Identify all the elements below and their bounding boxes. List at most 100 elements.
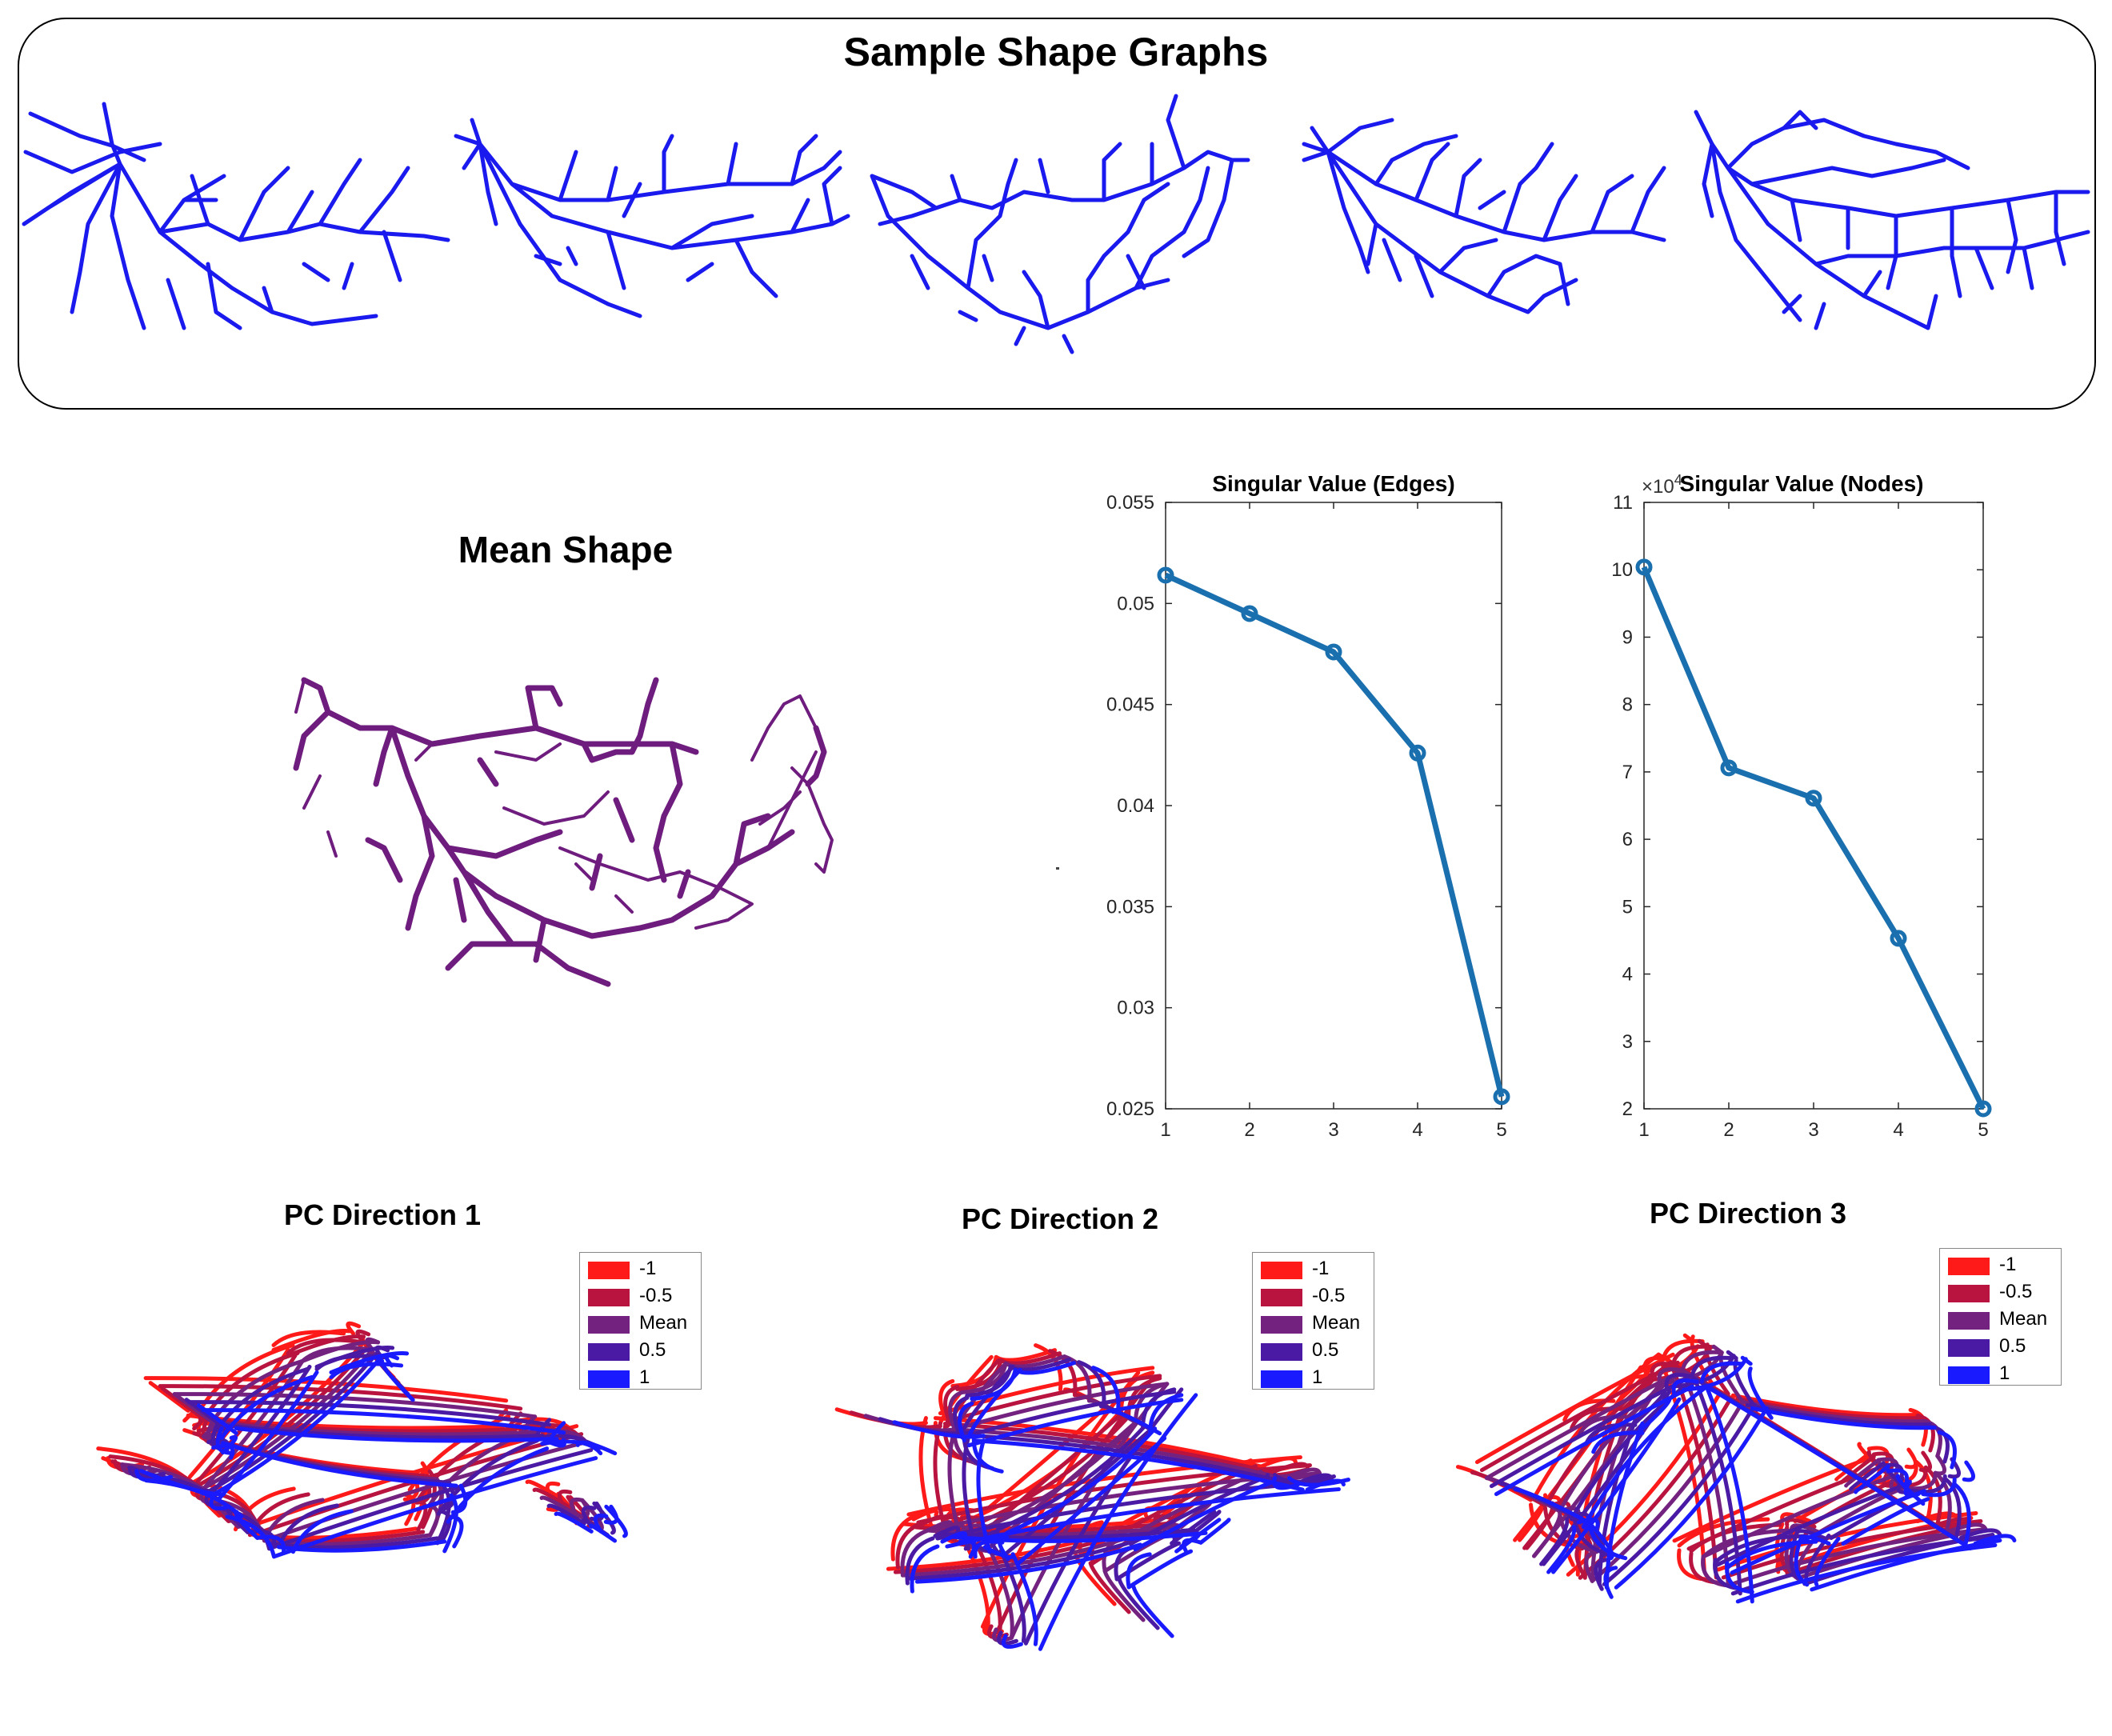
pc-curve bbox=[962, 1433, 1295, 1486]
legend-swatch-mean bbox=[1261, 1316, 1302, 1334]
pc-curve bbox=[1117, 1577, 1160, 1630]
pc-curve bbox=[269, 1536, 440, 1550]
legend-swatch-minus05 bbox=[1261, 1289, 1302, 1306]
pc-curve bbox=[1839, 1454, 1876, 1485]
pc-curve bbox=[1010, 1552, 1038, 1646]
pc-curve bbox=[900, 1536, 1128, 1578]
legend-swatch-plus05 bbox=[588, 1343, 630, 1361]
y-tick-label: 0.05 bbox=[1117, 593, 1154, 614]
y-tick-label: 6 bbox=[1622, 829, 1633, 850]
legend-label: 0.5 bbox=[1312, 1339, 1339, 1361]
pc-curve bbox=[1005, 1426, 1158, 1535]
pc-curve bbox=[1494, 1384, 1694, 1497]
pc-curve bbox=[1581, 1384, 1709, 1530]
pc-curve bbox=[546, 1503, 586, 1526]
x-tick-label: 2 bbox=[1723, 1119, 1734, 1141]
pc3-graph bbox=[1424, 1288, 2064, 1672]
pc-curve bbox=[234, 1426, 554, 1443]
sample-graph-1 bbox=[22, 102, 456, 336]
mean-shape-graph bbox=[272, 664, 864, 987]
pc-curve bbox=[1671, 1378, 1699, 1397]
pc-curve bbox=[1952, 1482, 1971, 1546]
sample-graph-5-svg bbox=[1694, 110, 2090, 330]
y-tick-label: 9 bbox=[1622, 626, 1633, 648]
legend-label: -0.5 bbox=[639, 1285, 673, 1306]
pc-curve bbox=[346, 1321, 362, 1336]
pc-curve bbox=[976, 1438, 992, 1554]
legend-swatch-mean bbox=[588, 1316, 630, 1334]
pc-curve bbox=[1557, 1509, 1599, 1554]
pc2-graph bbox=[736, 1296, 1392, 1696]
legend-swatch-minus05 bbox=[588, 1289, 630, 1306]
pc-curve bbox=[1886, 1468, 1910, 1489]
pc-curve bbox=[1621, 1373, 1658, 1411]
pc-curve bbox=[525, 1479, 565, 1502]
stray-dot bbox=[1056, 867, 1059, 870]
pc-curve bbox=[1198, 1518, 1231, 1545]
pc-curve bbox=[992, 1627, 1014, 1642]
pc-curve bbox=[1131, 1585, 1174, 1638]
legend-label: 1 bbox=[1312, 1366, 1323, 1388]
pc-curve bbox=[187, 1347, 290, 1479]
pc-curve bbox=[998, 1549, 1026, 1643]
pc-curve bbox=[1015, 1436, 1167, 1566]
legend-label: -0.5 bbox=[1312, 1285, 1346, 1306]
pc-curve bbox=[1532, 1381, 1662, 1558]
pc-curve bbox=[1664, 1373, 1692, 1391]
sample-graph-4-svg bbox=[1302, 118, 1666, 314]
data-point bbox=[1974, 1100, 1992, 1118]
pc2-title: PC Direction 2 bbox=[961, 1202, 1159, 1235]
pc-curve bbox=[1091, 1366, 1121, 1414]
pc-curve bbox=[215, 1426, 234, 1455]
y-tick-label: 10 bbox=[1611, 559, 1633, 581]
pc-curve bbox=[139, 1469, 226, 1497]
pc-curve bbox=[910, 1544, 940, 1594]
y-tick-label: 0.025 bbox=[1106, 1098, 1154, 1120]
pc-curve bbox=[1110, 1410, 1162, 1436]
pc-curve bbox=[895, 1520, 926, 1570]
pc-curve bbox=[604, 1504, 628, 1538]
sample-graph-1-svg bbox=[22, 102, 450, 330]
pc-curve bbox=[1518, 1493, 1548, 1542]
pc-curve bbox=[271, 1456, 598, 1559]
pc3-legend: -1 -0.5 Mean 0.5 1 bbox=[1939, 1248, 2062, 1386]
pc-curve bbox=[184, 1398, 226, 1430]
nodes-chart-svg: Singular Value (Nodes) ×104 1 2 3 4 52345678… bbox=[1611, 471, 1992, 1141]
pc-curve bbox=[976, 1417, 1129, 1526]
y-tick-label: 0.035 bbox=[1106, 896, 1154, 918]
pc-curve bbox=[1745, 1402, 1932, 1427]
pc-curve bbox=[1849, 1461, 1886, 1491]
y-tick-label: 4 bbox=[1622, 964, 1633, 986]
pc-curve bbox=[1701, 1473, 1898, 1559]
pc-curve bbox=[986, 1546, 1014, 1640]
pc-curve bbox=[1844, 1458, 1881, 1488]
pc-curve bbox=[945, 1487, 1341, 1549]
x-tick-label: 1 bbox=[1160, 1119, 1170, 1141]
pc-curve bbox=[1616, 1365, 1653, 1403]
pc2-legend: -1 -0.5 Mean 0.5 1 bbox=[1252, 1252, 1374, 1390]
pc-curve bbox=[1692, 1376, 1742, 1596]
pc-curve bbox=[1657, 1367, 1685, 1386]
pc-curve bbox=[1904, 1447, 1918, 1470]
edges-chart-title: Singular Value (Edges) bbox=[1212, 471, 1454, 496]
pc2-svg bbox=[834, 1343, 1350, 1651]
mean-shape-title: Mean Shape bbox=[458, 529, 674, 570]
x-tick-label: 3 bbox=[1808, 1119, 1818, 1141]
pc-curve bbox=[329, 1362, 404, 1379]
pc-curve bbox=[1682, 1333, 1695, 1344]
pc-curve bbox=[1578, 1396, 1733, 1580]
pc-variation-4 bbox=[134, 1351, 628, 1559]
pc-curve bbox=[1735, 1542, 1998, 1604]
y-tick-label: 0.055 bbox=[1106, 492, 1154, 514]
pc-curve bbox=[225, 1514, 276, 1559]
pc-curve bbox=[1918, 1450, 1932, 1473]
pc1-graph bbox=[32, 1296, 736, 1656]
pc-curve bbox=[221, 1441, 458, 1488]
pc-curve bbox=[1286, 1476, 1350, 1487]
edges-series-line bbox=[1164, 572, 1505, 1098]
y-tick-label: 3 bbox=[1622, 1031, 1633, 1053]
pc-curve bbox=[945, 1374, 1162, 1424]
legend-label: Mean bbox=[639, 1312, 688, 1334]
pc-curve bbox=[1697, 1338, 1710, 1350]
pc-curve bbox=[290, 1509, 354, 1554]
